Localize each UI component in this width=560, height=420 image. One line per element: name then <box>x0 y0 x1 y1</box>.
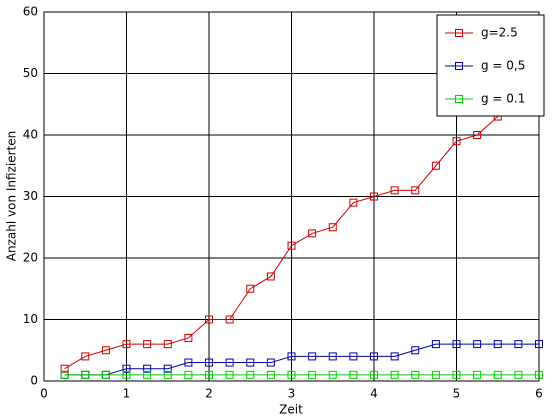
marker <box>431 340 440 349</box>
marker <box>473 340 482 349</box>
marker <box>287 241 296 250</box>
marker <box>60 370 69 379</box>
marker <box>431 370 440 379</box>
marker <box>452 370 461 379</box>
y-tick-label: 20 <box>23 251 38 265</box>
marker <box>308 352 317 361</box>
y-tick-label: 0 <box>30 374 38 388</box>
marker <box>163 370 172 379</box>
marker <box>328 223 337 232</box>
y-tick-label: 50 <box>23 66 38 80</box>
marker <box>163 364 172 373</box>
x-axis-label: Zeit <box>279 403 303 417</box>
marker <box>266 370 275 379</box>
marker <box>205 315 213 324</box>
marker <box>205 358 213 367</box>
marker <box>349 352 358 361</box>
marker <box>411 370 420 379</box>
y-tick-label: 30 <box>23 189 38 203</box>
x-tick-label: 3 <box>288 387 296 401</box>
marker <box>411 346 420 355</box>
legend-marker <box>455 95 463 103</box>
legend: g=2.5 g = 0,5 g = 0.1 <box>436 14 545 117</box>
marker <box>246 358 255 367</box>
marker <box>122 370 131 379</box>
marker <box>452 137 461 146</box>
marker <box>122 340 131 349</box>
marker <box>493 370 502 379</box>
marker <box>101 370 110 379</box>
marker <box>184 370 193 379</box>
marker <box>143 370 152 379</box>
y-axis-label: Anzahl von Infizierten <box>5 131 19 261</box>
marker <box>328 352 337 361</box>
marker <box>370 352 378 361</box>
marker <box>473 131 482 139</box>
marker <box>349 370 358 379</box>
marker <box>122 364 131 373</box>
x-tick-label: 1 <box>123 387 131 401</box>
marker <box>308 370 317 379</box>
marker <box>143 340 152 349</box>
marker <box>349 198 358 207</box>
marker <box>514 370 523 379</box>
marker <box>60 364 69 373</box>
marker <box>246 370 255 379</box>
marker <box>390 186 399 195</box>
x-tick-label: 4 <box>370 387 378 401</box>
marker <box>266 272 275 281</box>
marker <box>184 333 193 342</box>
marker <box>535 370 543 379</box>
x-tick-label: 0 <box>40 387 48 401</box>
legend-label: g = 0.1 <box>481 92 525 106</box>
marker <box>390 352 399 361</box>
marker <box>328 370 337 379</box>
legend-label: g = 0,5 <box>481 59 525 73</box>
marker <box>225 315 234 324</box>
marker <box>163 340 172 349</box>
marker <box>370 192 378 201</box>
marker <box>101 346 110 355</box>
marker <box>473 370 482 379</box>
marker <box>390 370 399 379</box>
y-tick-label: 10 <box>23 312 38 326</box>
marker <box>287 370 296 379</box>
y-tick-label: 40 <box>23 128 38 142</box>
marker <box>266 358 275 367</box>
marker <box>535 340 543 349</box>
legend-label: g=2.5 <box>481 26 518 40</box>
marker <box>225 370 234 379</box>
marker <box>411 186 420 195</box>
x-tick-label: 5 <box>453 387 461 401</box>
marker <box>370 370 378 379</box>
marker <box>493 340 502 349</box>
marker <box>287 352 296 361</box>
marker <box>308 229 317 238</box>
marker <box>205 370 213 379</box>
marker <box>246 284 255 293</box>
marker <box>452 340 461 349</box>
legend-marker <box>455 29 463 37</box>
marker <box>431 161 440 170</box>
marker <box>143 364 152 373</box>
x-tick-label: 6 <box>535 387 543 401</box>
marker <box>225 358 234 367</box>
y-tick-label: 60 <box>23 5 38 19</box>
marker <box>514 340 523 349</box>
x-tick-label: 2 <box>205 387 213 401</box>
plot-frame <box>43 11 540 382</box>
marker <box>81 352 90 361</box>
marker <box>184 358 193 367</box>
marker <box>81 370 90 379</box>
legend-marker <box>455 62 463 70</box>
